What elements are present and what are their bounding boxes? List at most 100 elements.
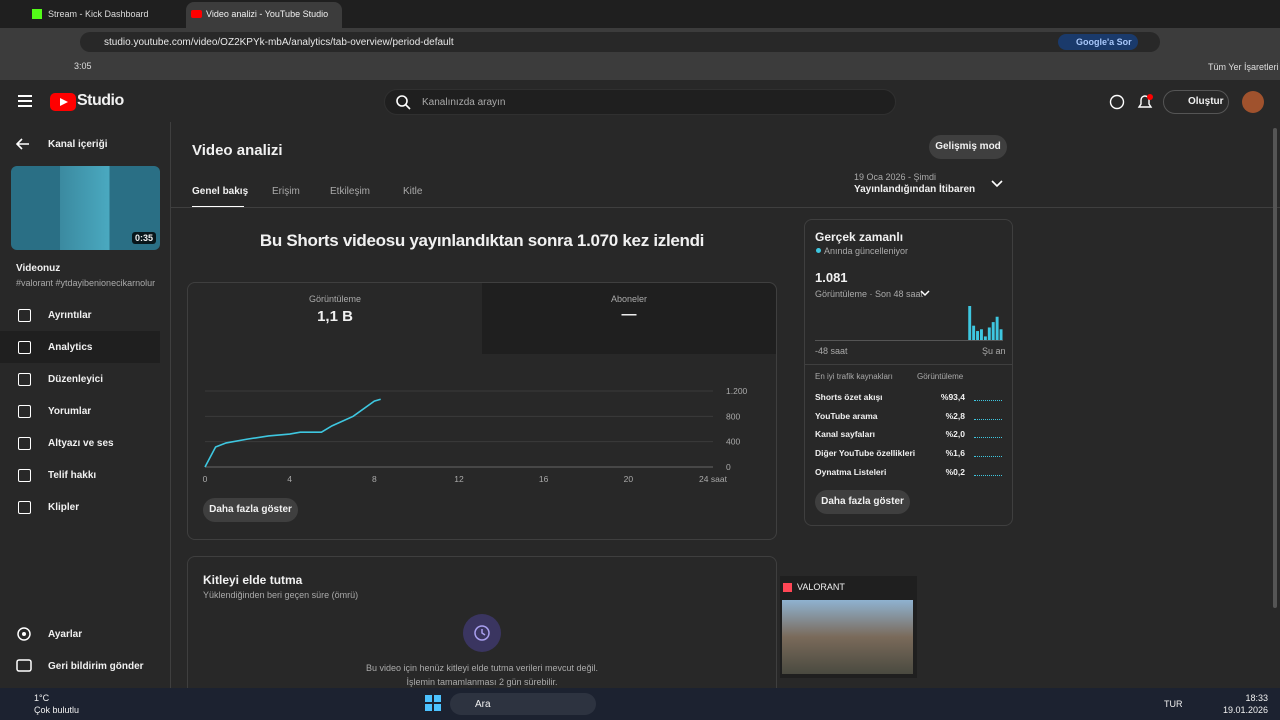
nav-item[interactable]: Analytics [48,342,93,353]
video-desc: #valorant #ytdayibenionecikarnolur ... [16,278,156,288]
tab[interactable]: Genel bakış [192,186,249,197]
bottom-nav-icons [16,627,32,672]
source-value: %2,0 [945,429,965,440]
retention-sub: Yüklendiğinden beri geçen süre (ömrü) [203,590,359,600]
metric-label: Aboneler [610,294,648,304]
realtime-bar [972,325,976,340]
nav-icon [18,373,31,386]
source-name: Shorts özet akışı [815,392,883,402]
source-spark [974,456,1002,458]
mini-video [782,600,913,674]
realtime-card [804,219,1013,526]
more-button[interactable]: Daha fazla göster [815,490,910,514]
lang: TUR [1164,699,1183,709]
scrollbar[interactable] [1273,128,1277,608]
realtime-title: Gerçek zamanlı [815,230,904,244]
search-icon [396,95,411,110]
realtime-status: Anında güncelleniyor [824,246,909,256]
realtime-bar [991,322,995,340]
retention-title: Kitleyi elde tutma [203,573,303,587]
realtime-bar [980,329,983,340]
source-spark [974,400,1002,401]
divider [805,364,1012,365]
live-dot [816,248,821,253]
more-button[interactable]: Daha fazla göster [203,498,298,522]
clock-icon [463,614,501,652]
ask-google[interactable]: Google'a Sor [1058,34,1138,50]
video-duration: 0:35 [132,232,157,244]
taskbar [0,688,1280,720]
nav-item[interactable]: Yorumlar [48,406,92,417]
url: studio.youtube.com/video/OZ2KPYk-mbA/ana… [104,37,454,48]
avatar[interactable] [1242,91,1264,113]
tab[interactable]: Stream - Kick Dashboard [28,4,180,24]
nav-icon [18,469,31,482]
bookmark[interactable]: 3:05 [74,61,92,71]
nav-icon [18,341,31,354]
page-title: Video analizi [192,142,283,159]
retention-msg: Bu video için henüz kitleyi elde tutma v… [365,663,599,673]
mini-icon [783,583,792,592]
tab[interactable]: Erişim [272,186,300,197]
taskbar-search-label: Ara [475,699,491,710]
create-button[interactable]: Oluştur [1163,90,1229,114]
x-tick-label: 12 [454,474,464,484]
source-name: YouTube arama [815,410,878,421]
metric-chevron[interactable] [920,290,930,297]
taskbar-search[interactable] [450,693,596,715]
nav-item[interactable]: Altyazı ve ses [48,438,114,449]
x-tick-label: 24 saat [699,474,728,484]
realtime-bars [815,306,1003,341]
sources-metric: Görüntüleme [917,372,964,381]
views-chart: 0 400 800 1.200 0 4 8 12 16 20 24 saat [203,386,747,484]
nav-item[interactable]: Düzenleyici [48,374,104,385]
realtime-metric[interactable]: Görüntüleme · Son 48 saat [815,289,924,299]
tab-title: Stream - Kick Dashboard [48,9,149,19]
all-bookmarks[interactable]: Tüm Yer İşaretleri [1208,62,1279,72]
tab-title: Video analizi - YouTube Studio [206,9,329,19]
source-value: %0,2 [945,466,965,477]
address-bar[interactable] [80,32,1160,52]
period-chevron[interactable] [991,180,1003,188]
realtime-bar [999,329,1003,340]
tab[interactable]: Etkileşim [330,186,371,197]
menu-icon[interactable] [18,95,32,107]
tabs-divider [171,207,1280,208]
y-tick-label: 0 [726,462,731,472]
advanced-button[interactable]: Gelişmiş mod [929,135,1007,159]
weather-text: Çok bulutlu [34,705,80,715]
search-box[interactable] [384,89,896,115]
back-label[interactable]: Kanal içeriği [48,139,108,150]
realtime-end: Şu an [982,346,1006,356]
x-tick-label: 16 [539,474,549,484]
nav-item[interactable]: Telif hakkı [48,470,97,481]
nav-item[interactable]: Ayarlar [48,629,83,640]
metric-tab-inactive[interactable] [482,283,776,354]
tab[interactable]: Kitle [403,186,423,197]
nav-icon [18,405,31,418]
metric-value: 1,1 B [317,308,353,325]
logo-text: Studio [77,92,124,109]
nav-item[interactable]: Ayrıntılar [48,310,92,321]
realtime-total: 1.081 [815,270,848,285]
y-tick-label: 400 [726,437,740,447]
realtime-bar [987,327,991,340]
overview-card [187,282,777,540]
video-title: Videonuz [16,263,61,274]
period[interactable]: Yayınlandığından İtibaren [854,184,976,195]
search-placeholder: Kanalınızda arayın [422,97,506,108]
create-label: Oluştur [1188,96,1224,107]
nav-icon [18,437,31,450]
source-name: Kanal sayfaları [815,429,876,440]
date-range: 19 Oca 2026 - Şimdi [854,172,937,182]
source-spark [974,418,1002,420]
source-value: %93,4 [940,392,965,402]
realtime-bar [976,331,979,340]
headline: Bu Shorts videosu yayınlandıktan sonra 1… [259,231,705,250]
nav-item[interactable]: Klipler [48,502,80,513]
realtime-bar [983,336,987,340]
tab-active[interactable]: Video analizi - YouTube Studio [186,2,342,28]
nav-item[interactable]: Geri bildirim gönder [48,661,144,672]
back-icon[interactable] [16,138,30,150]
start-icon[interactable] [425,695,441,711]
